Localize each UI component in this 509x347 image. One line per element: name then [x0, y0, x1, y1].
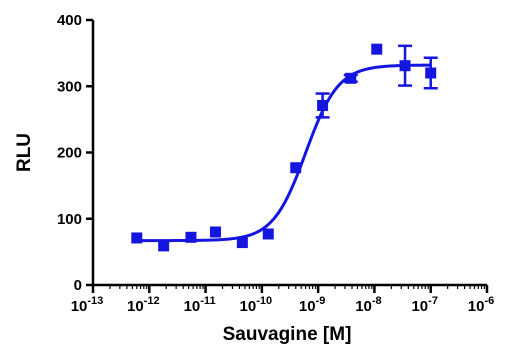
y-axis-title: RLU	[14, 133, 35, 172]
x-tick-base: 10	[299, 298, 316, 315]
data-point	[158, 240, 170, 252]
x-tick-base: 10	[240, 298, 257, 315]
y-tick-label: 300	[57, 78, 82, 95]
fit-curve	[136, 63, 431, 243]
x-tick-label: 10-12	[127, 295, 160, 315]
x-tick-exponent: -12	[144, 295, 160, 307]
x-tick-label: 10-6	[468, 295, 494, 315]
x-tick-label: 10-10	[240, 295, 273, 315]
y-tick-label: 100	[57, 211, 82, 228]
data-point	[371, 43, 383, 55]
x-axis-title: Sauvagine [M]	[223, 324, 352, 345]
x-tick-base: 10	[468, 298, 485, 315]
x-tick-exponent: -10	[256, 295, 272, 307]
x-tick-label: 10-9	[299, 295, 325, 315]
data-point	[399, 60, 411, 72]
x-tick-exponent: -11	[200, 295, 215, 307]
x-tick-label: 10-8	[355, 295, 381, 315]
data-point	[425, 67, 437, 79]
x-tick-base: 10	[71, 298, 88, 315]
x-tick-label: 10-13	[71, 295, 104, 315]
x-tick-exponent: -8	[372, 295, 382, 307]
x-tick-base: 10	[411, 298, 428, 315]
data-point	[131, 232, 143, 244]
fit-curve-group	[136, 63, 431, 243]
y-tick-label: 0	[74, 277, 82, 294]
x-tick-exponent: -7	[428, 295, 438, 307]
x-tick-base: 10	[184, 298, 201, 315]
data-point	[290, 162, 302, 174]
data-point	[345, 72, 357, 84]
data-points-group	[131, 43, 438, 252]
data-point	[209, 226, 221, 238]
data-point	[236, 237, 248, 249]
y-tick-label: 200	[57, 145, 82, 162]
x-tick-base: 10	[355, 298, 372, 315]
x-tick-label: 10-7	[411, 295, 437, 315]
data-point	[185, 231, 197, 243]
data-point	[317, 99, 329, 111]
data-point	[262, 228, 274, 240]
x-tick-exponent: -9	[316, 295, 326, 307]
x-tick-base: 10	[127, 298, 144, 315]
x-tick-label: 10-11	[184, 295, 216, 315]
x-tick-exponent: -13	[87, 295, 103, 307]
x-tick-exponent: -6	[484, 295, 494, 307]
y-tick-label: 400	[57, 12, 82, 29]
